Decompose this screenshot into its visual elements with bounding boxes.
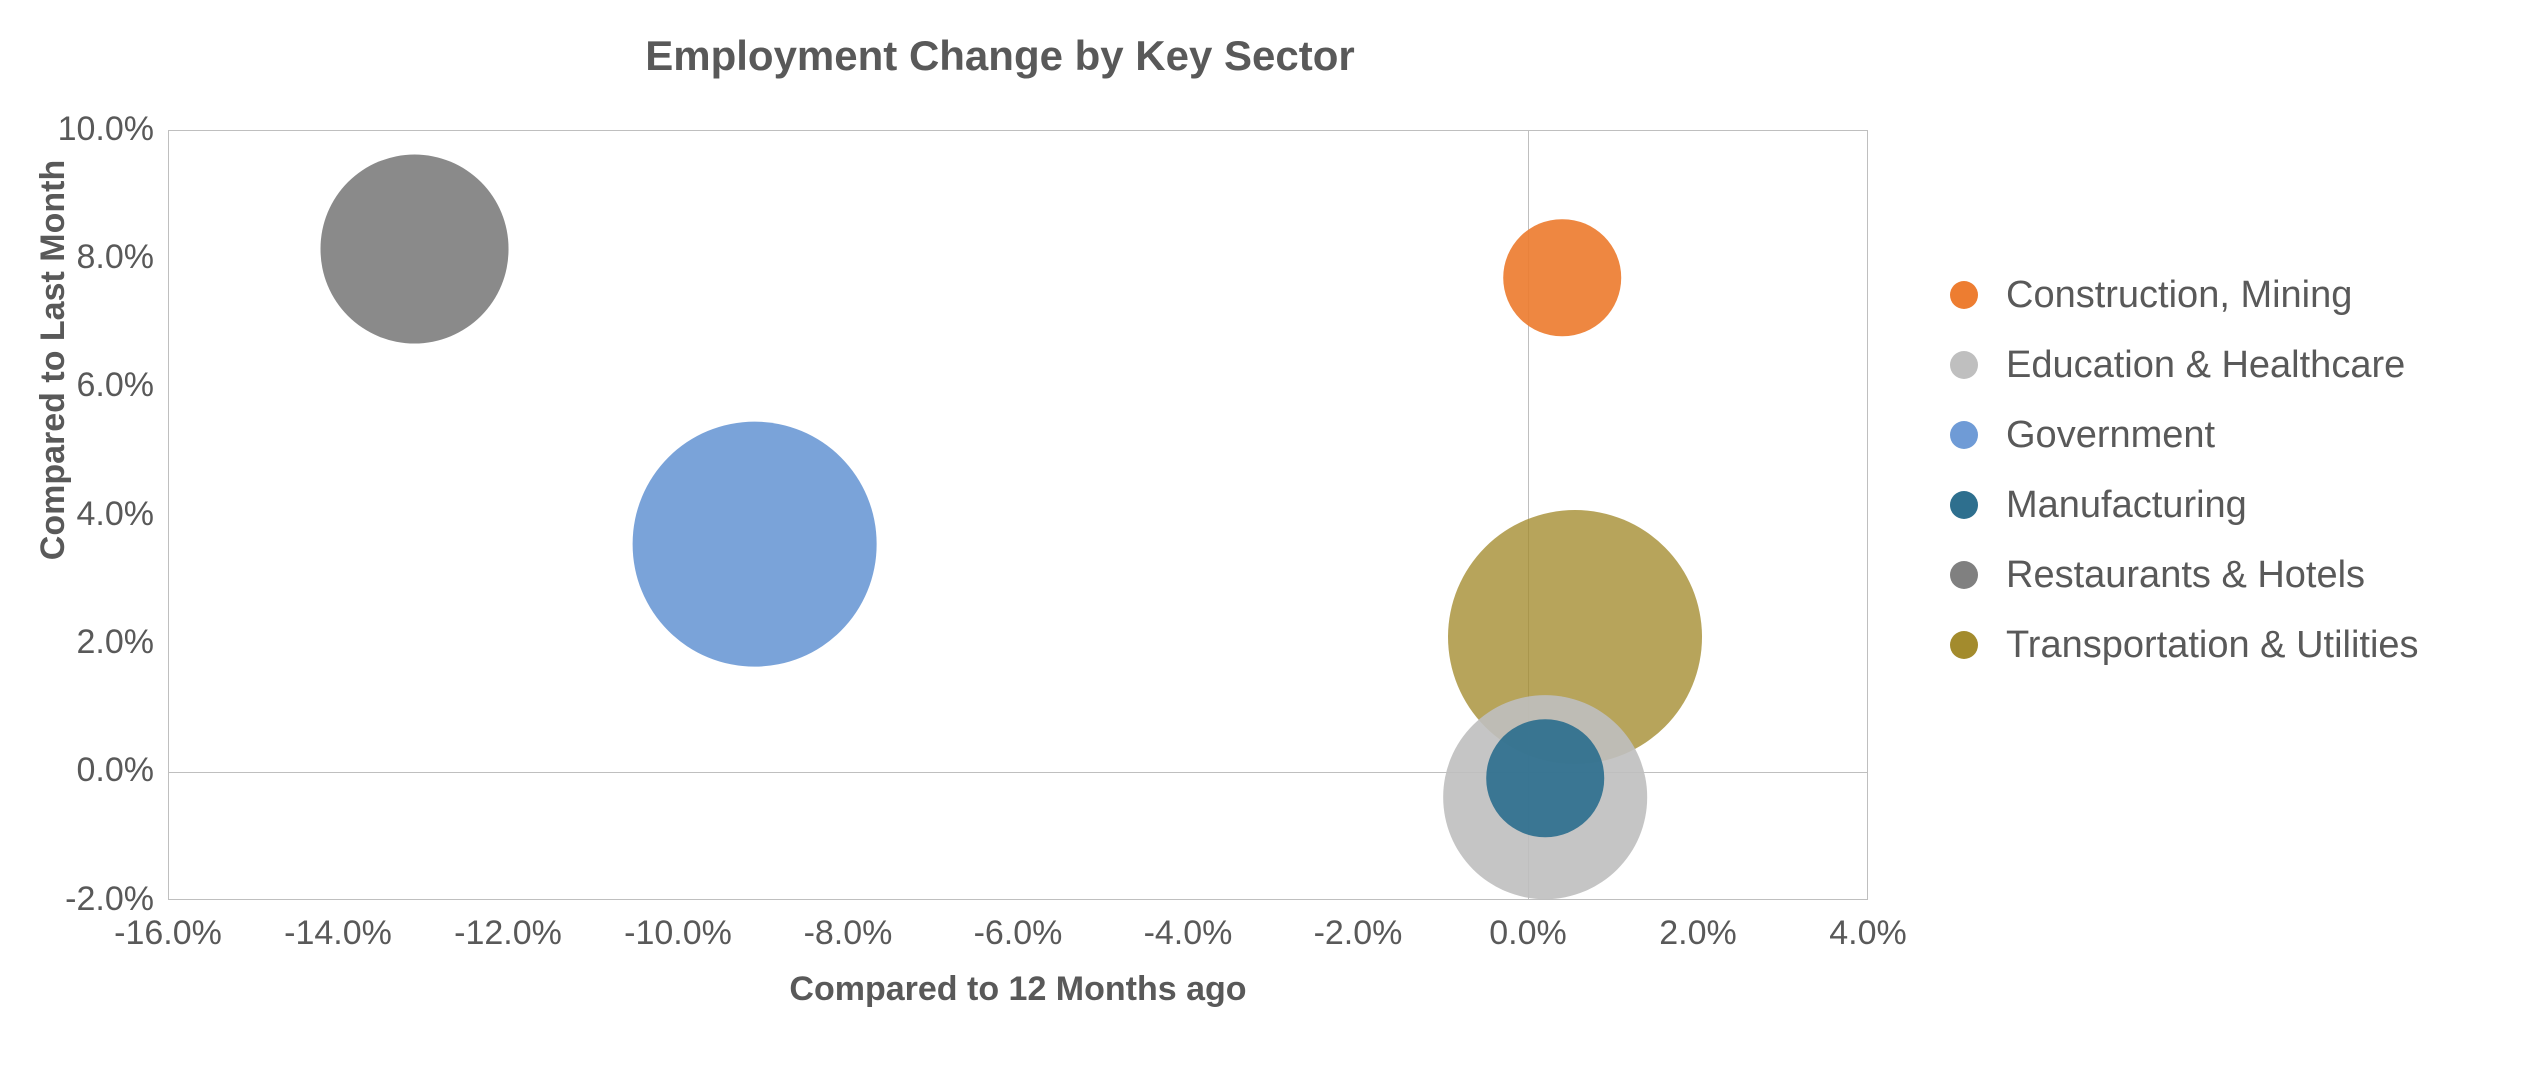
y-tick-label: 6.0% xyxy=(77,366,155,405)
legend-marker-icon xyxy=(1950,561,1978,589)
bubble-government xyxy=(632,422,877,667)
legend-marker-icon xyxy=(1950,351,1978,379)
chart-title: Employment Change by Key Sector xyxy=(0,32,2000,80)
x-tick-label: -12.0% xyxy=(448,914,568,953)
legend-marker-icon xyxy=(1950,281,1978,309)
x-tick-label: -14.0% xyxy=(278,914,398,953)
x-tick-label: 2.0% xyxy=(1638,914,1758,953)
x-tick-label: -16.0% xyxy=(108,914,228,953)
legend-item: Construction, Mining xyxy=(1950,260,2419,330)
legend-label: Restaurants & Hotels xyxy=(2006,556,2365,594)
legend-item: Transportation & Utilities xyxy=(1950,610,2419,680)
y-tick-label: 4.0% xyxy=(77,495,155,534)
x-tick-label: 0.0% xyxy=(1468,914,1588,953)
x-tick-label: -2.0% xyxy=(1298,914,1418,953)
legend-label: Manufacturing xyxy=(2006,486,2247,524)
legend-item: Manufacturing xyxy=(1950,470,2419,540)
y-axis-label: Compared to Last Month xyxy=(34,0,73,745)
bubble-restaurants-hotels xyxy=(320,154,509,343)
x-axis-label: Compared to 12 Months ago xyxy=(168,970,1868,1009)
legend-item: Education & Healthcare xyxy=(1950,330,2419,400)
x-tick-label: -6.0% xyxy=(958,914,1078,953)
y-tick-label: 2.0% xyxy=(77,623,155,662)
legend-marker-icon xyxy=(1950,491,1978,519)
legend-label: Construction, Mining xyxy=(2006,276,2352,314)
legend-label: Government xyxy=(2006,416,2215,454)
bubble-construction-mining xyxy=(1503,219,1621,337)
legend-marker-icon xyxy=(1950,631,1978,659)
legend-marker-icon xyxy=(1950,421,1978,449)
bubble-manufacturing xyxy=(1486,719,1604,837)
legend-label: Education & Healthcare xyxy=(2006,346,2405,384)
x-tick-label: -8.0% xyxy=(788,914,908,953)
legend-item: Government xyxy=(1950,400,2419,470)
legend-item: Restaurants & Hotels xyxy=(1950,540,2419,610)
legend-label: Transportation & Utilities xyxy=(2006,626,2419,664)
x-tick-label: 4.0% xyxy=(1808,914,1928,953)
y-tick-label: 0.0% xyxy=(77,751,155,790)
x-tick-label: -10.0% xyxy=(618,914,738,953)
legend: Construction, Mining Education & Healthca… xyxy=(1950,260,2419,680)
x-tick-label: -4.0% xyxy=(1128,914,1248,953)
y-tick-label: 8.0% xyxy=(77,238,155,277)
y-tick-label: -2.0% xyxy=(65,880,154,919)
